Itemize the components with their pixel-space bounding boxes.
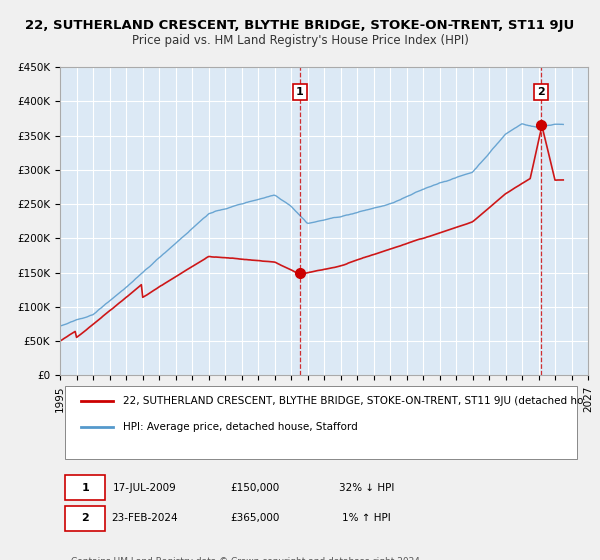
- Text: £150,000: £150,000: [231, 483, 280, 493]
- Text: 2: 2: [82, 514, 89, 524]
- FancyBboxPatch shape: [65, 475, 105, 500]
- Text: 22, SUTHERLAND CRESCENT, BLYTHE BRIDGE, STOKE-ON-TRENT, ST11 9JU (detached ho: 22, SUTHERLAND CRESCENT, BLYTHE BRIDGE, …: [124, 395, 584, 405]
- Text: 23-FEB-2024: 23-FEB-2024: [111, 514, 178, 524]
- Text: 17-JUL-2009: 17-JUL-2009: [113, 483, 176, 493]
- FancyBboxPatch shape: [65, 386, 577, 459]
- Text: Contains HM Land Registry data © Crown copyright and database right 2024.: Contains HM Land Registry data © Crown c…: [71, 557, 422, 560]
- Text: £365,000: £365,000: [230, 514, 280, 524]
- Text: 1% ↑ HPI: 1% ↑ HPI: [342, 514, 391, 524]
- FancyBboxPatch shape: [65, 506, 105, 531]
- Text: 2: 2: [537, 87, 545, 97]
- Text: 1: 1: [296, 87, 304, 97]
- Text: Price paid vs. HM Land Registry's House Price Index (HPI): Price paid vs. HM Land Registry's House …: [131, 34, 469, 47]
- Text: HPI: Average price, detached house, Stafford: HPI: Average price, detached house, Staf…: [124, 422, 358, 432]
- Text: 22, SUTHERLAND CRESCENT, BLYTHE BRIDGE, STOKE-ON-TRENT, ST11 9JU: 22, SUTHERLAND CRESCENT, BLYTHE BRIDGE, …: [25, 18, 575, 32]
- Text: 1: 1: [82, 483, 89, 493]
- Text: 32% ↓ HPI: 32% ↓ HPI: [338, 483, 394, 493]
